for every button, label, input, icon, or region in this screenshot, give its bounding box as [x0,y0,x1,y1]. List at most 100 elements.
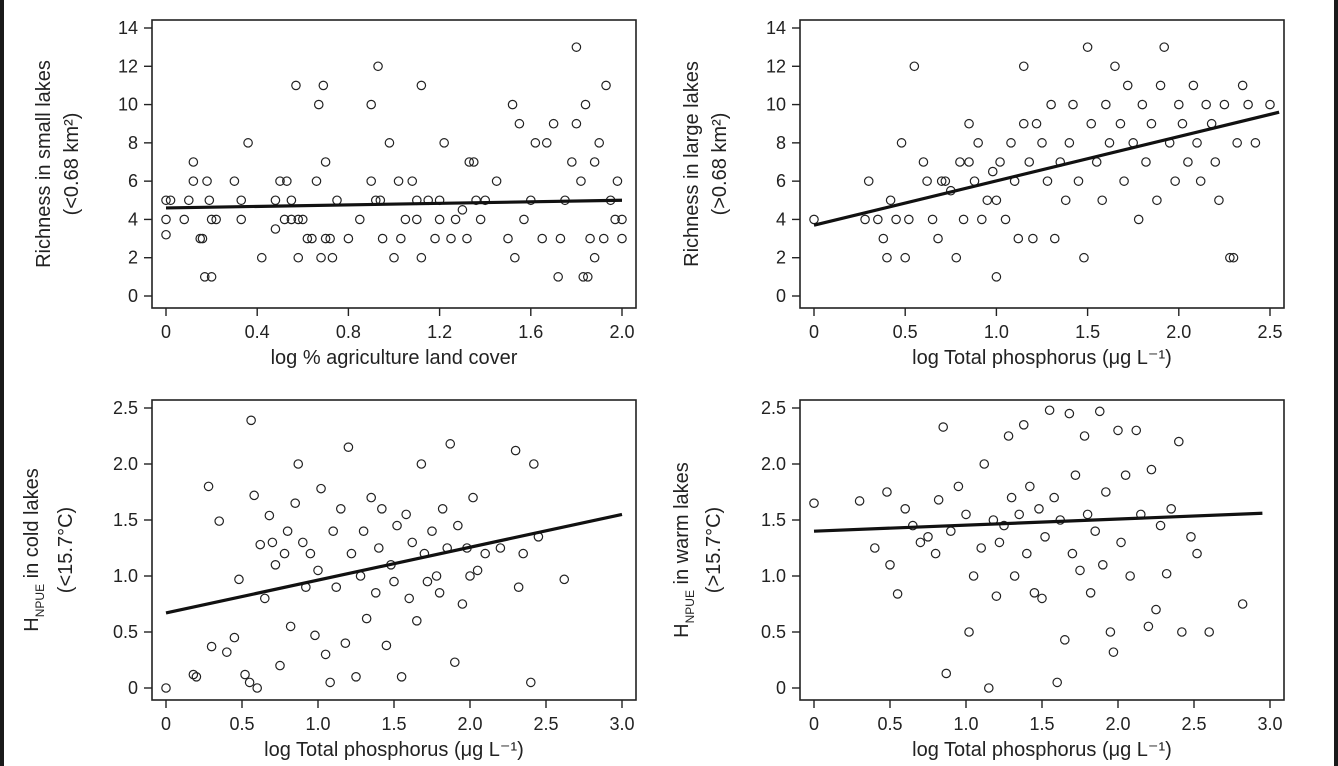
x-axis-label: log Total phosphorus (μg L⁻¹) [912,347,1172,369]
data-point [449,657,460,668]
data-point [270,224,281,234]
data-point [525,677,536,688]
data-point [434,214,445,225]
y-tick-label: 2 [128,248,138,268]
data-point [958,214,969,225]
data-point [396,233,406,244]
y-axis-label-units: (<15.7°C) [55,507,77,593]
data-point [366,99,376,110]
data-point [891,214,901,225]
data-point [612,176,623,186]
data-point [291,80,301,91]
data-point [1073,176,1084,186]
data-point [582,272,593,282]
x-tick-label: 1.0 [305,714,330,734]
x-tick-label: 0.5 [229,714,254,734]
plot-frame [151,19,637,309]
x-tick-label: 2.0 [1105,714,1130,734]
x-tick-label: 3.0 [1257,714,1282,734]
data-point [964,627,974,637]
data-point [1060,195,1071,206]
data-point [1201,99,1211,110]
data-point [389,576,399,587]
data-point [1082,509,1093,520]
data-point [446,233,456,244]
data-point [964,157,974,167]
x-tick-label: 2.0 [609,322,634,342]
data-point [270,559,281,570]
data-point [199,272,210,282]
data-point [541,138,552,148]
x-tick-label: 0 [809,714,819,734]
data-point [878,233,889,244]
x-tick-label: 1.0 [984,322,1009,342]
x-tick-label: 0.4 [245,322,270,342]
data-point [313,565,323,576]
y-tick-label: 12 [766,56,786,76]
data-point [204,195,215,206]
data-point [1028,233,1038,244]
data-point [1060,635,1070,645]
data-point [259,593,270,604]
data-point [1018,419,1029,430]
data-point [933,233,943,244]
data-point [297,537,308,548]
data-point [537,233,547,244]
y-tick-label: 10 [766,95,786,115]
y-tick-label: 4 [128,209,138,229]
data-point [293,252,304,263]
data-point [1006,492,1017,503]
data-point [1250,138,1261,148]
trend-line [813,511,1263,533]
data-point [203,481,214,492]
data-point [1042,176,1053,186]
data-point [384,138,395,148]
data-point [933,495,944,505]
data-point [885,195,896,206]
data-point [327,252,338,263]
data-point [1068,99,1078,110]
data-point [282,526,293,536]
data-point [1265,99,1275,110]
trend-line [813,110,1280,227]
data-point [1018,118,1029,129]
y-axis-label-units: (>15.7°C) [703,507,725,593]
data-point [373,61,383,72]
data-point [977,214,987,225]
data-point [1090,526,1100,536]
data-point [471,195,481,206]
y-tick-label: 14 [118,18,138,38]
data-point [1064,138,1075,148]
x-tick-label: 2.0 [1166,322,1191,342]
data-point [346,548,357,559]
panel-4: 0 0.5 1.0 1.5 2.0 2.5 0 0.5 1.0 1.5 2.0 2.5 3.0 log T… [671,398,1285,761]
y-tick-label: 2.0 [761,454,786,474]
data-point [1110,61,1120,72]
data-point [510,445,521,456]
data-point [249,490,259,501]
data-point [188,669,199,680]
trend-line [165,512,623,615]
data-point [234,574,244,585]
data-point [161,195,171,206]
data-point [1137,99,1148,110]
data-point [519,214,529,225]
data-point [1101,487,1111,497]
data-point [578,272,589,282]
data-point [1031,118,1042,129]
data-point [1131,425,1142,436]
data-point [188,157,199,167]
data-point [1018,61,1029,72]
data-point [331,582,342,592]
data-point [1170,176,1180,186]
x-tick-label: 1.5 [1029,714,1054,734]
data-point [873,214,883,225]
data-point [617,214,627,225]
data-point [328,526,338,536]
data-point [1091,157,1102,167]
data-point [393,176,404,186]
data-point [1116,537,1126,548]
x-tick-label: 0.8 [336,322,361,342]
data-point [961,509,971,520]
